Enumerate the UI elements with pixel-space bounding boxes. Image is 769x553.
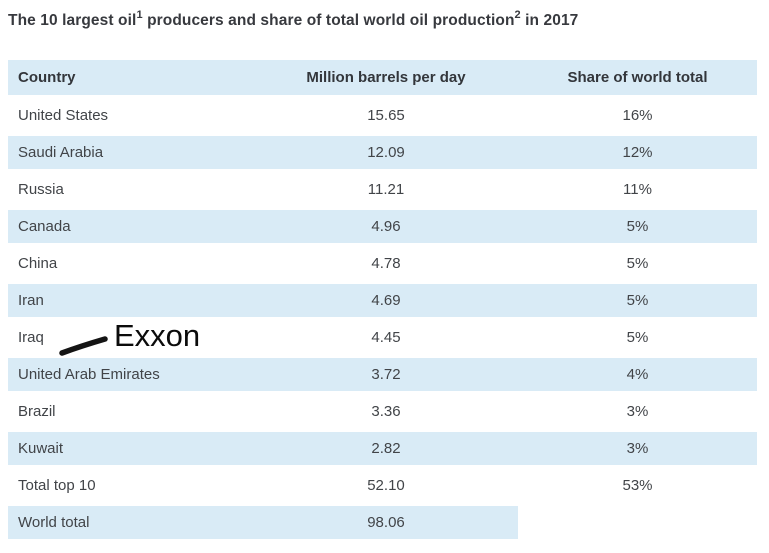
table-row: Brazil 3.36 3%: [8, 391, 757, 430]
country-cell: World total: [8, 502, 254, 539]
title-text-2: producers and share of total world oil p…: [142, 12, 515, 29]
header-barrels: Million barrels per day: [254, 60, 518, 97]
table-row: China 4.78 5%: [8, 243, 757, 282]
country-cell: China: [8, 243, 254, 282]
country-cell: Saudi Arabia: [8, 132, 254, 171]
barrels-cell: 3.72: [254, 354, 518, 393]
barrels-cell: 98.06: [254, 502, 518, 539]
title-text-3: in 2017: [520, 12, 579, 29]
share-cell: 5%: [518, 243, 757, 282]
table-header-row: Country Million barrels per day Share of…: [8, 60, 757, 97]
table-row-world-total: World total 98.06: [8, 502, 757, 539]
share-cell: 3%: [518, 391, 757, 430]
exxon-annotation-label: Exxon: [114, 318, 201, 353]
share-cell: 12%: [518, 132, 757, 171]
oil-producers-table: Country Million barrels per day Share of…: [8, 60, 757, 539]
share-cell: 5%: [518, 317, 757, 356]
header-share: Share of world total: [518, 60, 757, 97]
share-cell: 53%: [518, 465, 757, 504]
footnote-marker-2: 2: [514, 8, 521, 21]
table-row: Russia 11.21 11%: [8, 169, 757, 208]
barrels-cell: 4.45: [254, 317, 518, 356]
table-row: Kuwait 2.82 3%: [8, 428, 757, 467]
barrels-cell: 4.69: [254, 280, 518, 319]
country-cell: Total top 10: [8, 465, 254, 504]
barrels-cell: 4.78: [254, 243, 518, 282]
share-cell: [518, 502, 757, 539]
share-cell: 3%: [518, 428, 757, 467]
country-cell: Kuwait: [8, 428, 254, 467]
table-row: Iran 4.69 5%: [8, 280, 757, 319]
page-title: The 10 largest oil1 producers and share …: [8, 8, 579, 30]
table-row-iraq: Iraq 4.45 5%: [8, 317, 757, 356]
annotation-dash-stroke: [59, 336, 108, 356]
country-cell: Iran: [8, 280, 254, 319]
barrels-cell: 11.21: [254, 169, 518, 208]
table-row-total-top-10: Total top 10 52.10 53%: [8, 465, 757, 504]
table-row: Saudi Arabia 12.09 12%: [8, 132, 757, 171]
barrels-cell: 52.10: [254, 465, 518, 504]
share-cell: 11%: [518, 169, 757, 208]
header-country: Country: [8, 60, 254, 97]
footnote-marker-1: 1: [136, 8, 143, 21]
country-cell: Brazil: [8, 391, 254, 430]
country-cell: United States: [8, 95, 254, 134]
table-row: United States 15.65 16%: [8, 95, 757, 134]
country-cell: Canada: [8, 206, 254, 245]
table-row: Canada 4.96 5%: [8, 206, 757, 245]
country-cell: United Arab Emirates: [8, 354, 254, 393]
share-cell: 4%: [518, 354, 757, 393]
barrels-cell: 15.65: [254, 95, 518, 134]
barrels-cell: 3.36: [254, 391, 518, 430]
title-text-1: The 10 largest oil: [8, 12, 137, 29]
share-cell: 5%: [518, 206, 757, 245]
country-cell: Iraq: [8, 317, 254, 356]
barrels-cell: 2.82: [254, 428, 518, 467]
share-cell: 5%: [518, 280, 757, 319]
table-row: United Arab Emirates 3.72 4%: [8, 354, 757, 393]
share-cell: 16%: [518, 95, 757, 134]
barrels-cell: 4.96: [254, 206, 518, 245]
country-cell: Russia: [8, 169, 254, 208]
barrels-cell: 12.09: [254, 132, 518, 171]
